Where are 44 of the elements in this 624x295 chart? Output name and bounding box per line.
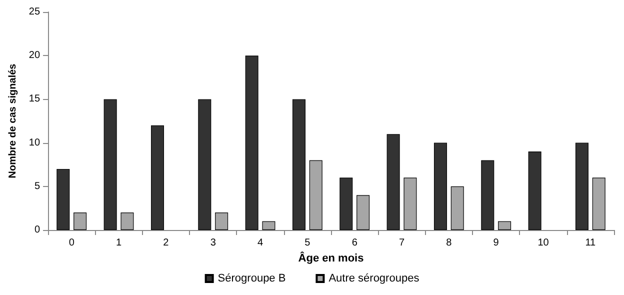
bar xyxy=(245,56,258,230)
bar xyxy=(215,212,228,230)
y-tick-label: 20 xyxy=(28,50,40,62)
x-tick-label: 2 xyxy=(163,238,170,248)
bar xyxy=(292,99,306,230)
legend-label: Sérogroupe B xyxy=(218,272,286,284)
bar xyxy=(498,221,512,230)
bar xyxy=(150,125,164,230)
bar xyxy=(309,160,322,230)
bar xyxy=(575,142,588,230)
bar xyxy=(450,186,464,230)
x-tick-label: 3 xyxy=(210,238,216,248)
x-tick-label: 10 xyxy=(538,238,550,248)
bar xyxy=(198,99,212,230)
y-tick-label: 10 xyxy=(28,137,40,148)
bar xyxy=(528,152,542,230)
legend-label: Autre sérogroupes xyxy=(328,272,420,284)
bar xyxy=(404,178,417,230)
x-tick-label: 1 xyxy=(116,238,122,248)
x-tick-label: 4 xyxy=(257,238,264,248)
bar xyxy=(356,195,370,230)
x-tick-label: 9 xyxy=(493,238,500,248)
bar xyxy=(104,99,117,230)
bar xyxy=(340,178,353,230)
y-tick-label: 25 xyxy=(28,6,40,18)
x-tick-label: 6 xyxy=(352,238,358,248)
bar xyxy=(386,134,400,230)
bar xyxy=(434,142,447,230)
x-tick-label: 7 xyxy=(398,238,405,248)
bar xyxy=(262,221,276,230)
x-tick-label: 0 xyxy=(68,238,75,248)
y-axis-title: Nombre de cas signalés xyxy=(8,63,18,178)
x-tick-label: 11 xyxy=(585,238,596,248)
y-tick-label: 15 xyxy=(28,94,40,105)
bar xyxy=(74,212,87,230)
bar xyxy=(120,212,134,230)
bar xyxy=(481,160,494,230)
x-tick-label: 5 xyxy=(304,238,311,248)
y-tick-label: 5 xyxy=(34,180,40,192)
x-tick-label: 8 xyxy=(446,238,452,248)
x-axis-title: Âge en mois xyxy=(298,251,364,264)
bar xyxy=(592,178,606,230)
bar xyxy=(56,168,70,230)
y-tick-label: 0 xyxy=(34,224,40,236)
